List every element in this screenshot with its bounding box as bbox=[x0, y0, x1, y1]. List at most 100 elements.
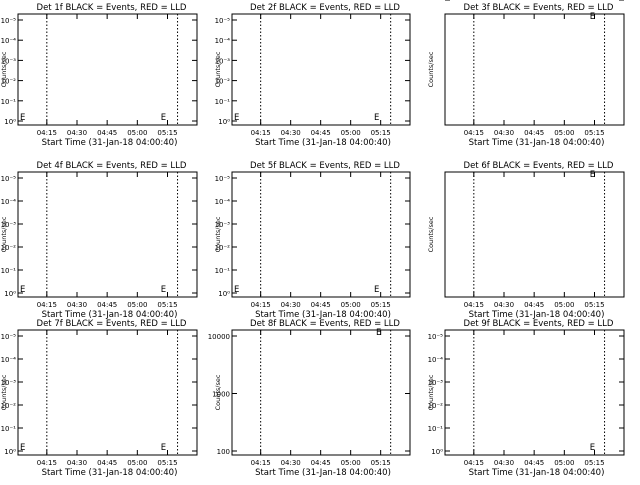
y-tick-label: 10⁻⁵ bbox=[1, 333, 17, 341]
x-tick-label: 04:30 bbox=[281, 301, 301, 309]
y-tick-label: 100 bbox=[217, 448, 230, 456]
event-marker-E: E bbox=[590, 170, 595, 180]
panel-title: Det 4f BLACK = Events, RED = LLD bbox=[37, 161, 187, 171]
y-tick-label: 10⁰ bbox=[218, 290, 230, 298]
plot-frame bbox=[444, 171, 625, 298]
plot-frame bbox=[444, 13, 625, 126]
panel-title: Det 2f BLACK = Events, RED = LLD bbox=[250, 3, 400, 13]
x-tick-label: 05:00 bbox=[341, 459, 361, 467]
y-tick-label: 10⁻⁵ bbox=[428, 333, 444, 341]
x-tick-label: 04:30 bbox=[67, 459, 87, 467]
x-tick-label: 05:00 bbox=[127, 301, 147, 309]
event-marker-E: E bbox=[374, 285, 379, 295]
y-tick-label: 10⁻⁵ bbox=[1, 175, 17, 183]
x-tick-label: 04:15 bbox=[251, 459, 271, 467]
panel-title: Det 9f BLACK = Events, RED = LLD bbox=[464, 319, 614, 329]
x-tick-label: 04:30 bbox=[494, 459, 514, 467]
x-axis-label: Start Time (31-Jan-18 04:00:40) bbox=[255, 468, 391, 478]
x-tick-label: 04:30 bbox=[67, 129, 87, 137]
x-axis-label: Start Time (31-Jan-18 04:00:40) bbox=[469, 138, 605, 148]
y-axis-label: Counts/sec bbox=[214, 374, 222, 410]
x-tick-label: 05:15 bbox=[584, 129, 604, 137]
x-tick-label: 04:15 bbox=[464, 301, 484, 309]
y-tick-label: 10⁰ bbox=[4, 118, 16, 126]
y-tick-label: 10⁰ bbox=[4, 448, 16, 456]
plot-frame bbox=[17, 13, 198, 126]
plot-frame bbox=[444, 329, 625, 456]
y-tick-label: 10⁻³ bbox=[1, 221, 17, 229]
plot-frame bbox=[231, 329, 411, 456]
y-axis-label: Counts/sec bbox=[427, 51, 435, 87]
y-tick-label: 10⁻⁵ bbox=[215, 175, 231, 183]
x-axis-label: Start Time (31-Jan-18 04:00:40) bbox=[42, 468, 178, 478]
y-tick-label: 10⁰ bbox=[431, 448, 443, 456]
y-tick-label: 10⁻² bbox=[1, 402, 17, 410]
x-tick-label: 05:15 bbox=[584, 459, 604, 467]
x-tick-label: 04:45 bbox=[97, 301, 117, 309]
y-tick-label: 100 bbox=[430, 0, 443, 2]
y-tick-label: 10⁻¹ bbox=[215, 98, 231, 106]
y-tick-label: 10⁻¹ bbox=[1, 267, 17, 275]
y-axis-label: Counts/sec bbox=[0, 374, 8, 410]
event-marker-E: E bbox=[161, 443, 166, 453]
x-tick-label: 04:30 bbox=[494, 301, 514, 309]
event-marker-E: E bbox=[161, 113, 166, 123]
y-tick-label: 10⁻¹ bbox=[428, 425, 444, 433]
y-tick-label: 10⁻³ bbox=[215, 57, 231, 65]
x-tick-label: 04:45 bbox=[524, 459, 544, 467]
panel-title: Det 6f BLACK = Events, RED = LLD bbox=[464, 161, 614, 171]
x-tick-label: 05:15 bbox=[371, 301, 391, 309]
x-tick-label: 04:30 bbox=[281, 129, 301, 137]
y-tick-label: 10000 bbox=[208, 333, 230, 341]
event-marker-E: E bbox=[20, 113, 25, 123]
x-tick-label: 04:45 bbox=[524, 129, 544, 137]
y-tick-label: 1000 bbox=[425, 0, 443, 2]
x-tick-label: 04:15 bbox=[37, 301, 57, 309]
y-tick-label: 10⁻² bbox=[215, 244, 231, 252]
x-axis-label: Start Time (31-Jan-18 04:00:40) bbox=[469, 468, 605, 478]
y-tick-label: 100 bbox=[430, 0, 443, 2]
x-tick-label: 04:15 bbox=[37, 129, 57, 137]
x-tick-label: 04:45 bbox=[97, 459, 117, 467]
x-tick-label: 04:30 bbox=[67, 301, 87, 309]
y-tick-label: 1 bbox=[439, 0, 443, 2]
plot-frame bbox=[231, 13, 411, 126]
y-tick-label: 1 bbox=[439, 0, 443, 2]
x-tick-label: 05:00 bbox=[341, 301, 361, 309]
event-marker-E: E bbox=[20, 443, 25, 453]
x-tick-label: 04:45 bbox=[524, 301, 544, 309]
x-tick-label: 04:30 bbox=[494, 129, 514, 137]
y-tick-label: 10⁻⁴ bbox=[215, 198, 231, 206]
x-tick-label: 04:30 bbox=[281, 459, 301, 467]
panel-title: Det 3f BLACK = Events, RED = LLD bbox=[464, 3, 614, 13]
y-tick-label: 10⁻⁴ bbox=[428, 356, 444, 364]
y-tick-label: 10⁰ bbox=[4, 290, 16, 298]
y-tick-label: 10⁻² bbox=[1, 78, 17, 86]
y-tick-label: 10⁰ bbox=[218, 118, 230, 126]
x-tick-label: 04:15 bbox=[251, 301, 271, 309]
y-tick-label: 10⁻¹ bbox=[1, 98, 17, 106]
y-tick-label: 10⁻³ bbox=[1, 57, 17, 65]
y-tick-label: 10⁻² bbox=[1, 244, 17, 252]
y-tick-label: 10⁻³ bbox=[215, 221, 231, 229]
y-axis-label: Counts/sec bbox=[214, 216, 222, 252]
x-tick-label: 05:15 bbox=[157, 301, 177, 309]
event-marker-E: E bbox=[20, 285, 25, 295]
y-tick-label: 10⁻⁵ bbox=[215, 17, 231, 25]
y-tick-label: 10⁻⁴ bbox=[1, 356, 17, 364]
panel-title: Det 7f BLACK = Events, RED = LLD bbox=[37, 319, 187, 329]
event-marker-E: E bbox=[590, 443, 595, 453]
x-tick-label: 05:00 bbox=[554, 459, 574, 467]
event-marker-E: E bbox=[374, 113, 379, 123]
y-tick-label: 10⁻⁵ bbox=[1, 17, 17, 25]
x-tick-label: 05:00 bbox=[554, 129, 574, 137]
y-tick-label: 10 bbox=[434, 0, 443, 2]
event-marker-E: E bbox=[376, 328, 381, 338]
y-tick-label: 10⁻⁴ bbox=[1, 37, 17, 45]
x-axis-label: Start Time (31-Jan-18 04:00:40) bbox=[469, 310, 605, 320]
x-tick-label: 04:45 bbox=[311, 301, 331, 309]
y-tick-label: 10⁻³ bbox=[1, 379, 17, 387]
y-axis-label: Counts/sec bbox=[427, 216, 435, 252]
y-tick-label: 1000 bbox=[425, 0, 443, 2]
